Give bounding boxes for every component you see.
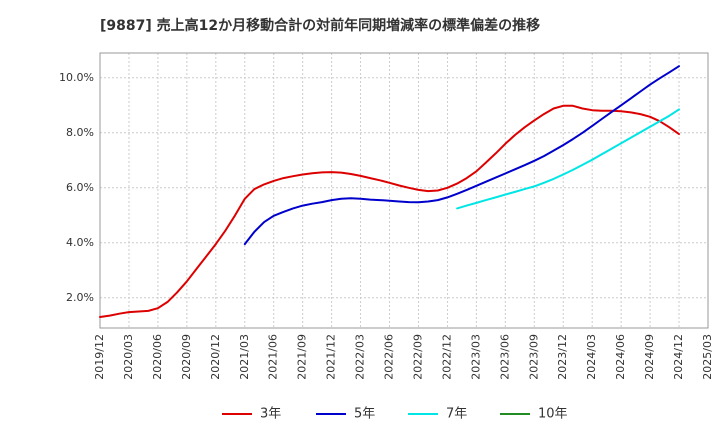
series-line-0 <box>99 104 680 318</box>
x-tick-label: 2023/06 <box>498 334 511 380</box>
series-line-1 <box>243 65 680 246</box>
x-tick-label: 2020/09 <box>180 334 193 380</box>
x-axis: 2019/12 2020/03 2020/06 2020/09 2020/12 2021/… <box>93 334 714 380</box>
series-line-2 <box>456 108 680 210</box>
legend-label-1: 5年 <box>354 407 375 422</box>
x-tick-label: 2020/03 <box>122 334 135 380</box>
x-tick-label: 2022/09 <box>411 334 424 380</box>
legend-label-0: 3年 <box>260 407 281 422</box>
y-axis: 2.0% 4.0% 6.0% 8.0% 10.0% <box>59 71 94 304</box>
chart-title: [9887] 売上高12か月移動合計の対前年同期増減率の標準偏差の推移 <box>100 17 540 34</box>
x-tick-label: 2025/03 <box>701 334 714 380</box>
grid <box>99 53 709 328</box>
x-tick-label: 2023/03 <box>469 334 482 380</box>
series-lines <box>99 65 680 318</box>
y-tick-label: 4.0% <box>66 236 94 249</box>
x-tick-label: 2021/03 <box>238 334 251 380</box>
x-tick-label: 2021/12 <box>325 334 338 380</box>
x-tick-label: 2024/09 <box>643 334 656 380</box>
x-tick-label: 2022/12 <box>440 334 453 380</box>
x-tick-label: 2024/06 <box>614 334 627 380</box>
x-tick-label: 2022/06 <box>383 334 396 380</box>
x-tick-label: 2022/03 <box>354 334 367 380</box>
x-tick-label: 2020/06 <box>151 334 164 380</box>
y-tick-label: 8.0% <box>66 126 94 139</box>
x-tick-label: 2020/12 <box>209 334 222 380</box>
y-tick-label: 10.0% <box>59 71 94 84</box>
y-tick-label: 2.0% <box>66 291 94 304</box>
x-tick-label: 2019/12 <box>93 334 106 380</box>
x-tick-label: 2021/06 <box>267 334 280 380</box>
x-tick-label: 2023/09 <box>527 334 540 380</box>
legend: 3年 5年 7年 10年 <box>222 407 568 422</box>
x-tick-label: 2021/09 <box>296 334 309 380</box>
legend-label-2: 7年 <box>446 407 467 422</box>
x-tick-label: 2023/12 <box>556 334 569 380</box>
x-tick-label: 2024/12 <box>672 334 685 380</box>
x-tick-label: 2024/03 <box>585 334 598 380</box>
y-tick-label: 6.0% <box>66 181 94 194</box>
plot-frame <box>99 52 709 329</box>
legend-label-3: 10年 <box>538 407 568 422</box>
